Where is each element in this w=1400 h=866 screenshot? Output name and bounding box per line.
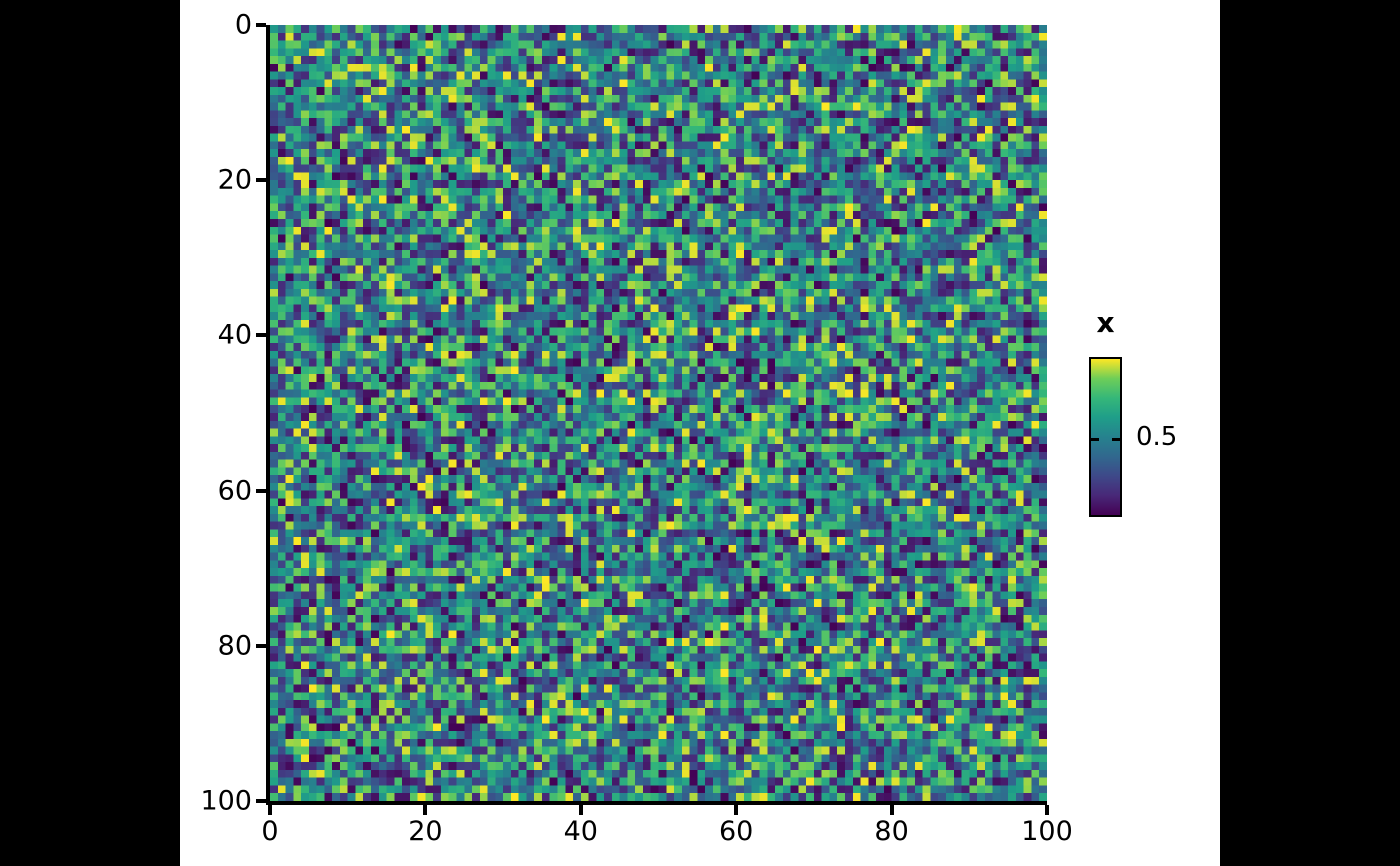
colorbar-tick-mark [1091, 437, 1099, 441]
x-tick-label: 20 [408, 816, 443, 847]
colorbar-title: x [1096, 306, 1115, 339]
x-tick-mark [423, 805, 428, 815]
y-axis-spine [266, 25, 270, 805]
x-tick-mark [734, 805, 739, 815]
x-tick-label: 40 [563, 816, 598, 847]
x-tick-label: 80 [874, 816, 909, 847]
x-axis-spine [266, 801, 1047, 805]
x-tick-label: 60 [719, 816, 754, 847]
figure: 0 20 40 60 80 100 0 20 40 60 80 100 x 0.5 [180, 0, 1220, 866]
y-tick-mark [256, 799, 266, 803]
y-tick-label: 0 [234, 9, 252, 41]
y-tick-mark [256, 333, 266, 338]
colorbar [1089, 357, 1122, 517]
y-tick-mark [256, 178, 266, 183]
heatmap-plot-area [270, 25, 1047, 801]
x-tick-label: 0 [261, 816, 279, 847]
x-tick-mark [578, 805, 583, 815]
x-tick-mark [268, 805, 272, 815]
y-tick-label: 40 [217, 319, 252, 351]
colorbar-tick-mark [1112, 437, 1120, 441]
y-tick-mark [256, 488, 266, 493]
x-tick-mark [889, 805, 894, 815]
y-tick-mark [256, 23, 266, 27]
y-tick-mark [256, 643, 266, 648]
y-tick-label: 80 [217, 630, 252, 662]
colorbar-tick-label: 0.5 [1136, 422, 1178, 452]
heatmap-canvas [270, 25, 1047, 801]
y-tick-label: 60 [217, 475, 252, 507]
x-tick-mark [1045, 805, 1049, 815]
y-tick-label: 20 [217, 164, 252, 196]
y-tick-label: 100 [200, 785, 252, 817]
x-tick-label: 100 [1021, 816, 1073, 847]
